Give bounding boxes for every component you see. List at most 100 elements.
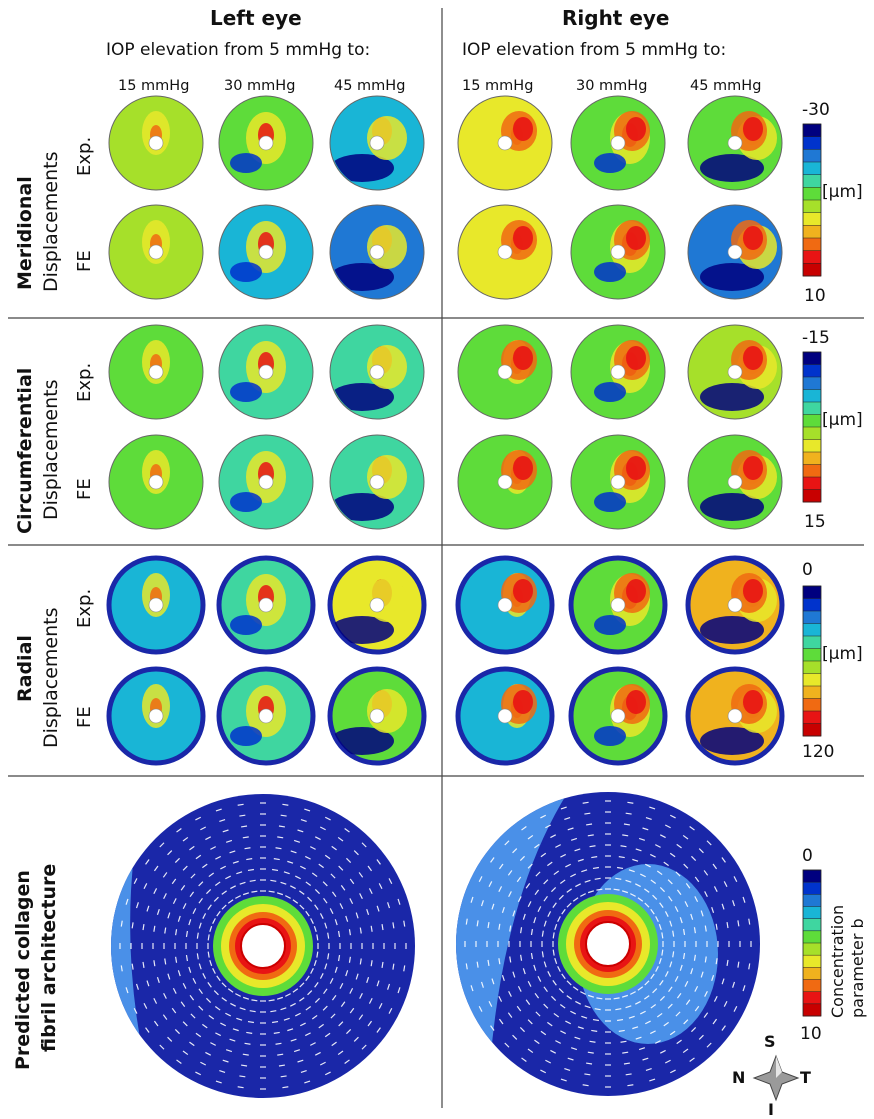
optic-nerve-hole bbox=[610, 597, 626, 613]
collagen-scale-min: 0 bbox=[802, 846, 813, 866]
contour-blob bbox=[626, 226, 646, 250]
contour-blob bbox=[594, 262, 626, 282]
contour-blob bbox=[331, 154, 394, 182]
map-r2-c1 bbox=[218, 324, 314, 420]
contour-blob bbox=[594, 726, 626, 746]
contour-blob bbox=[700, 383, 764, 411]
optic-nerve-hole bbox=[727, 597, 743, 613]
map-r4-c2 bbox=[327, 555, 427, 655]
scale-band bbox=[803, 377, 821, 390]
contour-blob bbox=[331, 727, 394, 755]
contour-blob bbox=[513, 226, 533, 250]
optic-nerve-hole bbox=[148, 474, 164, 490]
scale-band bbox=[803, 149, 821, 163]
contour-blob bbox=[743, 226, 763, 250]
scale-band bbox=[803, 894, 821, 907]
optic-nerve-hole bbox=[610, 135, 626, 151]
contour-blob bbox=[513, 456, 533, 480]
contour-blob bbox=[743, 456, 763, 480]
optic-nerve-hole bbox=[497, 244, 513, 260]
collagen-maps bbox=[111, 792, 760, 1098]
scale-band bbox=[803, 174, 821, 188]
scale-band bbox=[803, 673, 821, 687]
contour-blob bbox=[513, 117, 533, 141]
scale-band bbox=[803, 452, 821, 465]
map-r3-c3 bbox=[457, 434, 553, 530]
iop-right-label: IOP elevation from 5 mmHg to: bbox=[462, 40, 727, 60]
scale-band bbox=[803, 698, 821, 712]
optic-nerve-hole bbox=[369, 474, 385, 490]
circumferential-scale-max: 15 bbox=[804, 512, 826, 532]
optic-nerve-hole bbox=[369, 708, 385, 724]
contour-blob bbox=[743, 690, 763, 714]
contour-blob bbox=[230, 153, 262, 173]
scale-band bbox=[803, 930, 821, 944]
map-r2-c5 bbox=[687, 324, 783, 420]
map-r1-c3 bbox=[457, 204, 553, 300]
scale-band bbox=[803, 439, 821, 453]
contour-blob bbox=[230, 492, 262, 512]
contour-blob bbox=[700, 493, 764, 521]
map-r1-c2 bbox=[329, 204, 425, 300]
scale-band bbox=[803, 187, 821, 201]
contour-blob bbox=[230, 382, 262, 402]
scale-band bbox=[803, 389, 821, 403]
optic-nerve-hole bbox=[727, 364, 743, 380]
contour-blob bbox=[594, 492, 626, 512]
map-r0-c3 bbox=[457, 95, 553, 191]
contour-blob bbox=[743, 117, 763, 141]
contour-blob bbox=[331, 263, 394, 291]
map-r5-c0 bbox=[106, 666, 206, 766]
map-r0-c1 bbox=[218, 95, 314, 191]
scale-band bbox=[803, 352, 821, 365]
meridional-scale bbox=[802, 123, 822, 277]
optic-nerve-hole bbox=[369, 135, 385, 151]
scale-frame bbox=[802, 869, 822, 1017]
contour-blob bbox=[594, 615, 626, 635]
contour-blob bbox=[230, 615, 262, 635]
col-right-15: 15 mmHg bbox=[462, 78, 534, 94]
optic-nerve-hole bbox=[727, 244, 743, 260]
optic-nerve-hole bbox=[148, 597, 164, 613]
optic-nerve-hole bbox=[258, 244, 274, 260]
compass-icon bbox=[752, 1054, 800, 1102]
optic-nerve-hole bbox=[148, 364, 164, 380]
optic-nerve-hole bbox=[369, 244, 385, 260]
map-r1-c5 bbox=[687, 204, 783, 300]
scale-band bbox=[803, 882, 821, 895]
left-eye-title: Left eye bbox=[210, 6, 302, 30]
collagen-light-region bbox=[456, 792, 568, 1096]
scale-band bbox=[803, 955, 821, 968]
optic-nerve-hole bbox=[727, 474, 743, 490]
scale-band bbox=[803, 636, 821, 649]
scale-band bbox=[803, 943, 821, 956]
grid-dividers bbox=[8, 8, 864, 1108]
map-r0-c4 bbox=[570, 95, 666, 191]
optic-nerve-hole bbox=[258, 364, 274, 380]
scale-band bbox=[803, 686, 821, 699]
optic-nerve-hole bbox=[585, 921, 631, 967]
map-r4-c1 bbox=[216, 555, 316, 655]
contour-blob bbox=[513, 346, 533, 370]
map-contours bbox=[700, 111, 777, 182]
scale-band bbox=[803, 427, 821, 440]
contour-blob bbox=[230, 262, 262, 282]
col-left-30: 30 mmHg bbox=[224, 78, 296, 94]
optic-nerve-hole bbox=[610, 364, 626, 380]
radial-scale-unit: [µm] bbox=[822, 644, 863, 664]
map-r3-c0 bbox=[108, 434, 204, 530]
map-r4-c3 bbox=[455, 555, 555, 655]
scale-band bbox=[803, 967, 821, 980]
map-r4-c4 bbox=[568, 555, 668, 655]
map-r2-c0 bbox=[108, 324, 204, 420]
contour-blob bbox=[700, 616, 764, 644]
scale-frame bbox=[802, 351, 822, 503]
meridional-scale-max: 10 bbox=[804, 286, 826, 306]
optic-nerve-hole bbox=[610, 474, 626, 490]
optic-nerve-hole bbox=[497, 708, 513, 724]
scale-band bbox=[803, 1003, 821, 1017]
scale-band bbox=[803, 648, 821, 662]
col-right-45: 45 mmHg bbox=[690, 78, 762, 94]
scale-band bbox=[803, 611, 821, 624]
